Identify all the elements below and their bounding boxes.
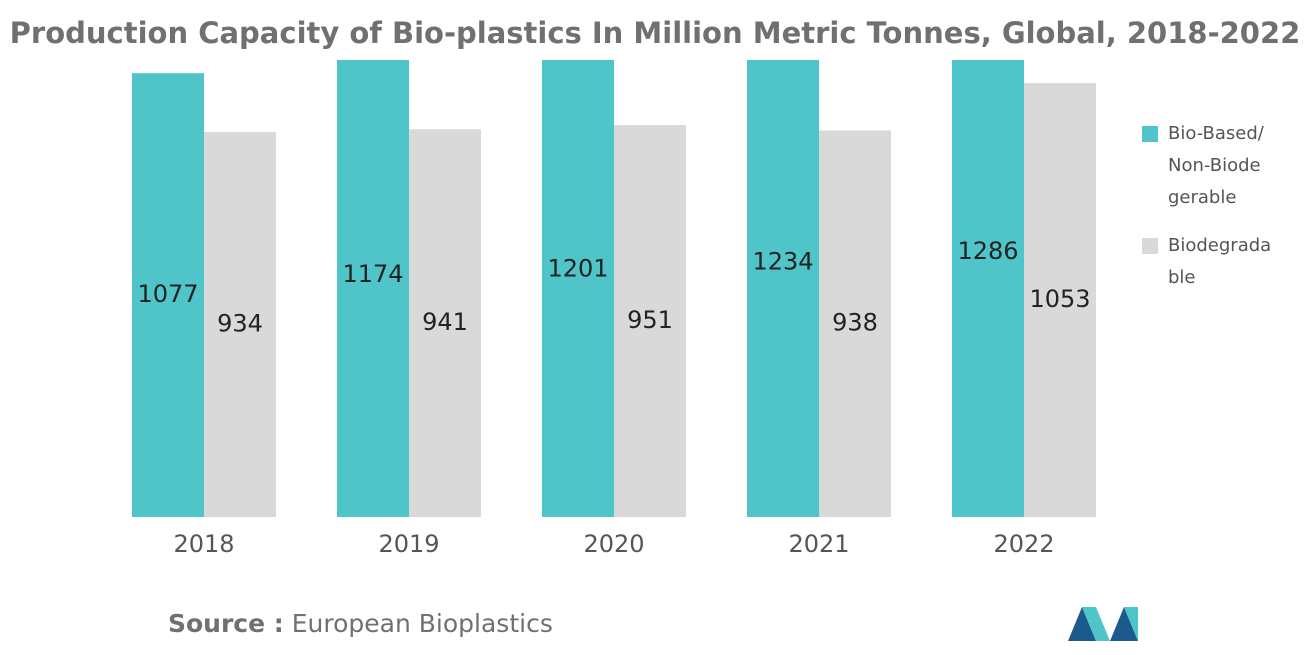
legend-label: Bio-Based/Non-Biodegerable	[1168, 123, 1264, 208]
bar	[952, 60, 1024, 517]
data-label: 1174	[342, 260, 403, 288]
legend: Bio-Based/Non-Biodegerable Biodegradable	[1142, 118, 1272, 310]
bar	[747, 60, 819, 518]
x-tick-label: 2021	[788, 530, 849, 558]
chart-title: Production Capacity of Bio-plastics In M…	[10, 16, 1301, 50]
x-tick-label: 2019	[378, 530, 439, 558]
source: Source : European Bioplastics	[168, 609, 553, 638]
bar	[542, 60, 614, 517]
data-label: 1286	[957, 237, 1018, 265]
legend-item: Biodegradable	[1142, 230, 1272, 294]
bar	[204, 132, 276, 518]
logo	[1068, 607, 1138, 641]
data-label: 1077	[137, 280, 198, 308]
legend-label: Biodegradable	[1168, 235, 1272, 288]
bar	[819, 130, 891, 517]
bar	[409, 129, 481, 518]
data-label: 934	[217, 310, 263, 338]
legend-item: Bio-Based/Non-Biodegerable	[1142, 118, 1272, 214]
source-label: Source :	[168, 609, 284, 638]
plot-area	[132, 60, 1096, 518]
x-tick-label: 2020	[583, 530, 644, 558]
x-tick-label: 2018	[173, 530, 234, 558]
legend-swatch	[1142, 238, 1158, 254]
data-label: 1201	[547, 255, 608, 283]
data-label: 1234	[752, 248, 813, 276]
source-text: European Bioplastics	[292, 609, 553, 638]
data-label: 951	[627, 306, 673, 334]
legend-swatch	[1142, 126, 1158, 142]
bar	[337, 60, 409, 518]
bar	[1024, 83, 1096, 517]
data-label: 938	[832, 309, 878, 337]
data-label: 1053	[1029, 285, 1090, 313]
data-label: 941	[422, 308, 468, 336]
bar	[614, 125, 686, 518]
x-tick-label: 2022	[993, 530, 1054, 558]
bar	[132, 73, 204, 518]
